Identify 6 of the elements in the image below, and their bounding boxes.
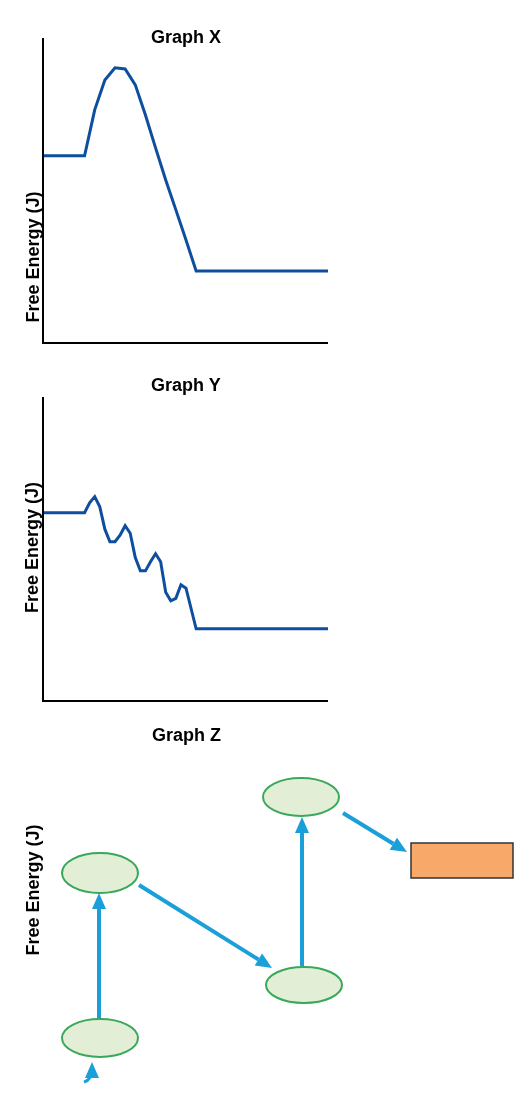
chart-title: Graph Y — [151, 375, 221, 395]
y-axis-title: Free Energy (J) — [22, 191, 43, 323]
text: Graph Z — [152, 725, 222, 745]
y-axis-title: Free Energy (J) — [22, 481, 42, 613]
chart-title: Graph X — [151, 27, 222, 47]
text: Free Energy (J) — [22, 824, 43, 956]
